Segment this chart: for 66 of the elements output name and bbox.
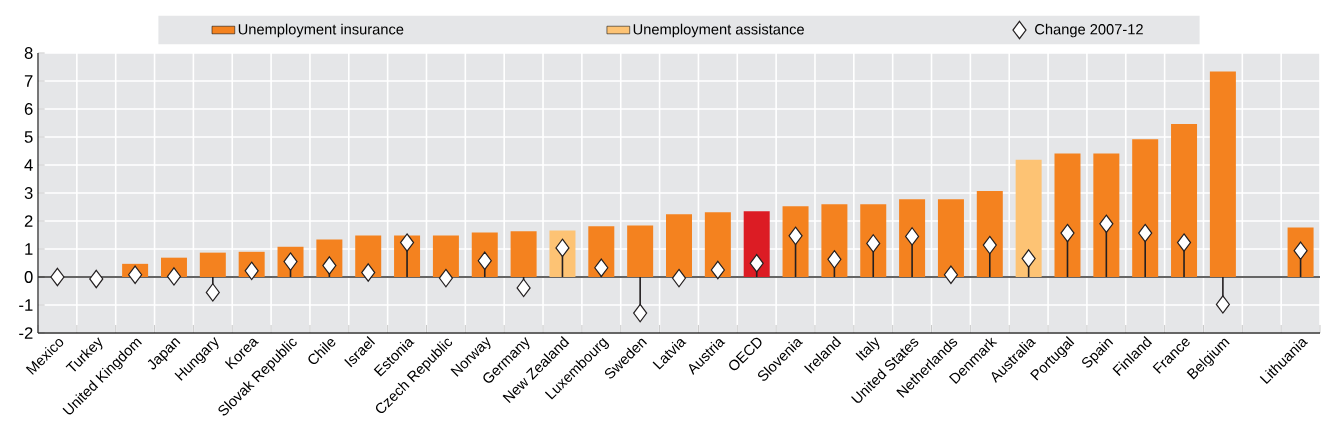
bar [1093,153,1120,277]
point [50,267,65,287]
bar [1015,159,1042,277]
bar [510,231,537,277]
point [982,235,997,255]
point [1138,223,1153,243]
bar [627,225,654,277]
point [788,226,803,246]
y-tick-label: 0 [24,271,33,283]
y-tick-label: 2 [24,215,33,227]
point [594,258,609,278]
bar [743,211,770,277]
bar [1209,71,1236,277]
bar [1054,153,1081,277]
point [905,227,920,246]
legend-label: Unemployment insurance [238,23,404,38]
bar [1132,139,1159,277]
point [283,252,298,271]
point [322,256,337,275]
point [1099,214,1114,234]
point [633,303,648,323]
point [555,238,570,258]
bar [704,212,731,277]
point [1060,223,1075,243]
legend-label: Change 2007-12 [1035,23,1143,38]
point [1176,233,1192,252]
y-tick-label: 8 [24,47,33,59]
point [516,278,531,298]
y-tick-label: 5 [24,131,33,143]
point [1215,295,1230,314]
point [710,260,725,280]
y-tick-label: -1 [19,299,33,311]
bar [666,214,692,277]
bar [432,235,459,277]
y-tick-label: 1 [25,243,33,255]
y-tick-label: 4 [24,159,33,171]
bar [1171,124,1198,277]
point [399,233,415,252]
point [438,268,454,288]
point [1293,241,1308,260]
point [244,261,259,281]
point [749,254,764,273]
point [361,263,376,282]
bar [199,252,226,277]
point [205,283,220,302]
point [166,267,182,286]
bar [976,191,1003,277]
point [671,268,687,288]
y-tick-label: 6 [24,103,33,115]
point [477,251,492,271]
point [128,265,143,285]
bar [937,199,964,277]
point [943,265,959,285]
y-tick-label: -2 [19,327,33,339]
point [827,250,842,269]
y-tick-label: 7 [24,75,33,87]
point [1021,249,1036,268]
point [866,234,881,253]
bar [782,206,809,277]
bar [899,199,926,277]
bar [860,204,887,277]
bar [821,204,848,277]
legend-label: Unemployment assistance [633,23,804,38]
y-tick-label: 3 [24,187,33,199]
point [89,269,104,289]
x-tick-label: Italy [855,337,880,361]
